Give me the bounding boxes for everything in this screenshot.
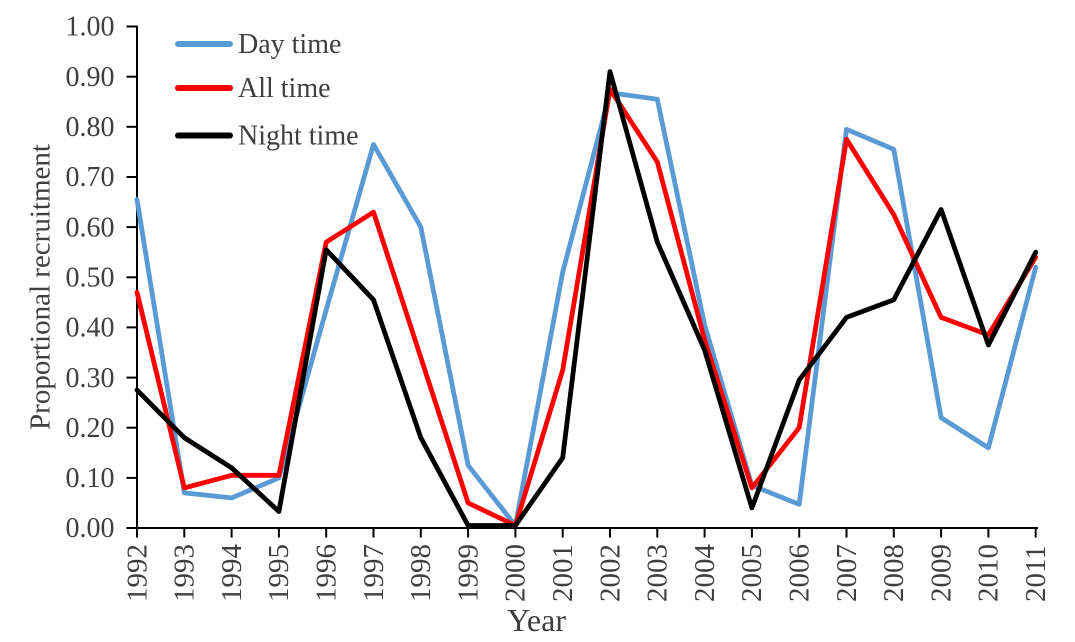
svg-text:1998: 1998: [405, 544, 437, 602]
svg-text:0.70: 0.70: [66, 162, 115, 193]
svg-text:2003: 2003: [642, 544, 674, 602]
svg-text:1994: 1994: [216, 544, 248, 603]
svg-text:0.00: 0.00: [66, 513, 115, 544]
svg-text:0.50: 0.50: [66, 263, 115, 294]
svg-text:2011: 2011: [1020, 545, 1052, 602]
svg-text:2007: 2007: [831, 544, 863, 602]
svg-text:2000: 2000: [500, 544, 532, 602]
svg-text:1.00: 1.00: [66, 12, 115, 43]
svg-text:2006: 2006: [784, 544, 816, 602]
svg-text:0.30: 0.30: [66, 363, 115, 394]
svg-text:2005: 2005: [736, 544, 768, 602]
svg-text:All time: All time: [238, 73, 331, 104]
svg-text:1993: 1993: [169, 544, 201, 602]
svg-text:1995: 1995: [263, 544, 295, 602]
svg-text:0.40: 0.40: [66, 313, 115, 344]
svg-text:0.20: 0.20: [66, 413, 115, 444]
svg-text:1996: 1996: [311, 544, 343, 602]
svg-text:Day time: Day time: [238, 29, 341, 60]
svg-text:Night time: Night time: [238, 121, 359, 152]
svg-text:2001: 2001: [547, 544, 579, 602]
svg-text:2010: 2010: [973, 544, 1005, 602]
svg-text:1992: 1992: [121, 544, 153, 602]
svg-text:0.80: 0.80: [66, 112, 115, 143]
svg-text:0.90: 0.90: [66, 62, 115, 93]
svg-text:Year: Year: [507, 602, 566, 638]
svg-text:Proportional recruitment: Proportional recruitment: [25, 144, 57, 430]
svg-text:0.10: 0.10: [66, 463, 115, 494]
svg-text:0.60: 0.60: [66, 212, 115, 243]
svg-text:2004: 2004: [689, 544, 721, 603]
svg-text:2008: 2008: [878, 544, 910, 602]
svg-text:1997: 1997: [358, 544, 390, 602]
svg-text:1999: 1999: [452, 544, 484, 602]
svg-text:2002: 2002: [594, 544, 626, 602]
svg-text:2009: 2009: [925, 544, 957, 602]
